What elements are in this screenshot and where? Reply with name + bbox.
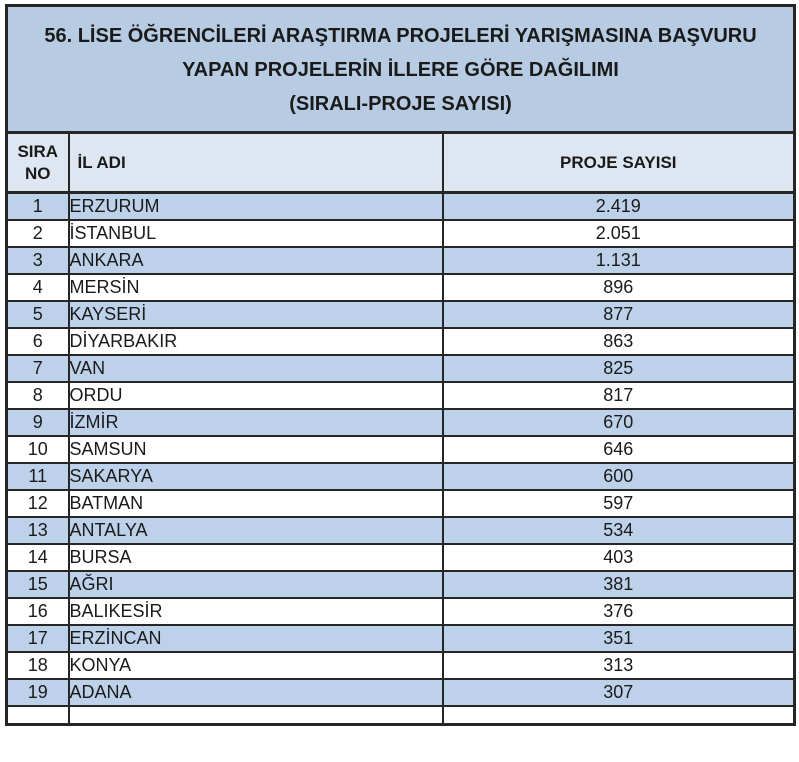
row-rank: 2 — [5, 219, 70, 248]
row-rank: 15 — [5, 570, 70, 599]
row-rank: 5 — [5, 300, 70, 329]
table-row: 11 SAKARYA 600 — [5, 462, 796, 491]
column-header-sira-no: SIRA NO — [5, 131, 70, 194]
row-province-name: ANTALYA — [67, 516, 444, 545]
row-rank: 19 — [5, 678, 70, 707]
title-row: 56. LİSE ÖĞRENCİLERİ ARAŞTIRMA PROJELERİ… — [5, 4, 796, 134]
row-rank: 8 — [5, 381, 70, 410]
row-province-name: SAMSUN — [67, 435, 444, 464]
row-province-name: ERZURUM — [67, 191, 444, 221]
row-province-name: ERZİNCAN — [67, 624, 444, 653]
row-province-name: DİYARBAKIR — [67, 327, 444, 356]
row-province-name: SAKARYA — [67, 462, 444, 491]
row-province-name: BATMAN — [67, 489, 444, 518]
table-row: 8 ORDU 817 — [5, 381, 796, 410]
table-row: 9 İZMİR 670 — [5, 408, 796, 437]
table-row: 19 ADANA 307 — [5, 678, 796, 707]
cut-off-cell-sayi — [441, 705, 796, 726]
table-row: 10 SAMSUN 646 — [5, 435, 796, 464]
row-rank: 9 — [5, 408, 70, 437]
row-project-count: 376 — [441, 597, 796, 626]
row-project-count: 534 — [441, 516, 796, 545]
table-row: 18 KONYA 313 — [5, 651, 796, 680]
table-row: 3 ANKARA 1.131 — [5, 246, 796, 275]
column-header-proje-sayisi: PROJE SAYISI — [441, 131, 796, 194]
cut-off-cell-no — [5, 705, 70, 726]
row-project-count: 825 — [441, 354, 796, 383]
row-province-name: BALIKESİR — [67, 597, 444, 626]
row-province-name: İZMİR — [67, 408, 444, 437]
table-row: 12 BATMAN 597 — [5, 489, 796, 518]
row-project-count: 896 — [441, 273, 796, 302]
table-row: 13 ANTALYA 534 — [5, 516, 796, 545]
row-project-count: 817 — [441, 381, 796, 410]
row-project-count: 863 — [441, 327, 796, 356]
row-rank: 17 — [5, 624, 70, 653]
table-row: 14 BURSA 403 — [5, 543, 796, 572]
row-rank: 14 — [5, 543, 70, 572]
row-rank: 6 — [5, 327, 70, 356]
header-row: SIRA NO İL ADI PROJE SAYISI — [5, 131, 796, 194]
row-project-count: 2.419 — [441, 191, 796, 221]
row-rank: 12 — [5, 489, 70, 518]
row-project-count: 1.131 — [441, 246, 796, 275]
row-project-count: 381 — [441, 570, 796, 599]
row-province-name: ORDU — [67, 381, 444, 410]
table-row: 15 AĞRI 381 — [5, 570, 796, 599]
table-row: 2 İSTANBUL 2.051 — [5, 219, 796, 248]
row-project-count: 313 — [441, 651, 796, 680]
row-project-count: 600 — [441, 462, 796, 491]
row-province-name: ANKARA — [67, 246, 444, 275]
table-row: 7 VAN 825 — [5, 354, 796, 383]
row-rank: 18 — [5, 651, 70, 680]
projects-by-province-table: 56. LİSE ÖĞRENCİLERİ ARAŞTIRMA PROJELERİ… — [5, 4, 797, 726]
row-project-count: 597 — [441, 489, 796, 518]
row-project-count: 670 — [441, 408, 796, 437]
row-rank: 16 — [5, 597, 70, 626]
row-project-count: 307 — [441, 678, 796, 707]
row-province-name: KONYA — [67, 651, 444, 680]
table-row: 6 DİYARBAKIR 863 — [5, 327, 796, 356]
row-province-name: İSTANBUL — [67, 219, 444, 248]
table-row: 17 ERZİNCAN 351 — [5, 624, 796, 653]
row-project-count: 403 — [441, 543, 796, 572]
row-rank: 4 — [5, 273, 70, 302]
table-row: 1 ERZURUM 2.419 — [5, 191, 796, 221]
row-project-count: 2.051 — [441, 219, 796, 248]
row-province-name: ADANA — [67, 678, 444, 707]
table-row: 5 KAYSERİ 877 — [5, 300, 796, 329]
row-province-name: VAN — [67, 354, 444, 383]
row-rank: 10 — [5, 435, 70, 464]
row-rank: 1 — [5, 191, 70, 221]
table-row: 16 BALIKESİR 376 — [5, 597, 796, 626]
cut-off-row — [5, 705, 796, 726]
table-title: 56. LİSE ÖĞRENCİLERİ ARAŞTIRMA PROJELERİ… — [5, 4, 796, 134]
row-province-name: KAYSERİ — [67, 300, 444, 329]
row-province-name: BURSA — [67, 543, 444, 572]
row-project-count: 646 — [441, 435, 796, 464]
cut-off-cell-il — [67, 705, 444, 726]
column-header-il-adi: İL ADI — [67, 131, 444, 194]
row-province-name: MERSİN — [67, 273, 444, 302]
row-rank: 3 — [5, 246, 70, 275]
row-project-count: 351 — [441, 624, 796, 653]
row-province-name: AĞRI — [67, 570, 444, 599]
title-line-2: YAPAN PROJELERİN İLLERE GÖRE DAĞILIMI — [182, 59, 619, 81]
row-rank: 11 — [5, 462, 70, 491]
row-rank: 7 — [5, 354, 70, 383]
table-row: 4 MERSİN 896 — [5, 273, 796, 302]
row-project-count: 877 — [441, 300, 796, 329]
title-line-3: (SIRALI-PROJE SAYISI) — [289, 93, 512, 115]
row-rank: 13 — [5, 516, 70, 545]
title-line-1: 56. LİSE ÖĞRENCİLERİ ARAŞTIRMA PROJELERİ… — [44, 25, 757, 47]
